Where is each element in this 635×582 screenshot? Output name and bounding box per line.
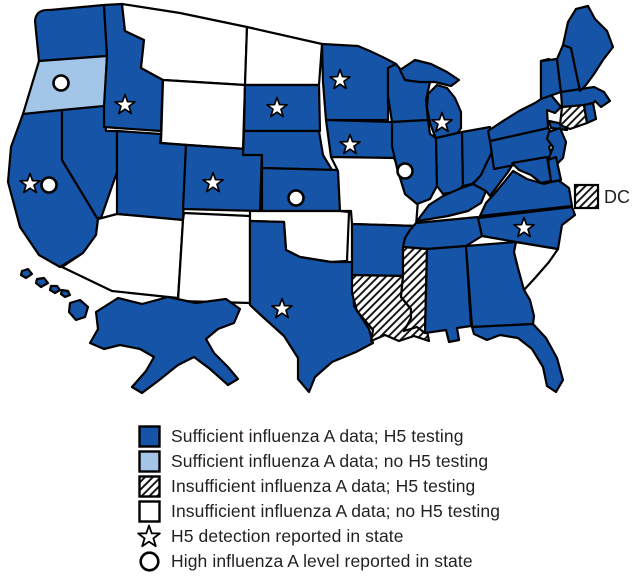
- legend-swatch-dark: [136, 425, 162, 448]
- high-flu-circle-icon-or: [52, 74, 70, 92]
- state-hi: [19, 267, 90, 322]
- legend-item-high-flu-level: High influenza A level reported in state: [136, 549, 635, 574]
- us-map-svg: DC: [6, 2, 630, 395]
- legend-swatch-light: [136, 450, 162, 473]
- legend-label: Insufficient influenza A data; no H5 tes…: [171, 501, 501, 521]
- legend-swatch-white: [136, 500, 162, 523]
- star-icon: [136, 524, 162, 549]
- h5-detection-star-icon-nc: [513, 216, 535, 238]
- state-ia: [324, 118, 400, 160]
- state-tx: [248, 219, 375, 394]
- dc-label: DC: [604, 187, 630, 207]
- state-ak: [88, 295, 242, 395]
- h5-detection-star-icon-id: [114, 93, 136, 115]
- h5-detection-star-icon-mn: [329, 68, 351, 90]
- state-va: [478, 169, 574, 218]
- h5-detection-star-icon-ia: [339, 133, 361, 155]
- state-az: [60, 212, 185, 300]
- h5-detection-star-icon-sd: [266, 96, 288, 118]
- h5-detection-star-icon-ca: [19, 172, 41, 194]
- legend-label: H5 detection reported in state: [171, 526, 404, 546]
- state-ri: [582, 101, 598, 125]
- state-in: [434, 130, 465, 196]
- legend-item-sufficient-h5: Sufficient influenza A data; H5 testing: [136, 424, 635, 449]
- high-flu-circle-icon-ks: [287, 189, 305, 207]
- legend-label: Sufficient influenza A data; H5 testing: [171, 426, 464, 446]
- legend-item-h5-detection: H5 detection reported in state: [136, 524, 635, 549]
- state-ut: [115, 129, 188, 222]
- legend-label: Insufficient influenza A data; H5 testin…: [171, 476, 476, 496]
- map-legend: Sufficient influenza A data; H5 testing S…: [136, 424, 635, 574]
- h5-detection-star-icon-mi: [431, 111, 453, 133]
- legend-item-insufficient-h5: Insufficient influenza A data; H5 testin…: [136, 474, 635, 499]
- state-ct: [558, 103, 589, 131]
- h5-detection-star-icon-tx: [271, 297, 293, 319]
- state-sc: [512, 240, 560, 292]
- state-fl: [470, 322, 565, 394]
- symbols-layer: [19, 68, 535, 319]
- state-al: [423, 244, 473, 344]
- legend-item-insufficient-no-h5: Insufficient influenza A data; no H5 tes…: [136, 499, 635, 524]
- legend-item-sufficient-no-h5: Sufficient influenza A data; no H5 testi…: [136, 449, 635, 474]
- state-il: [390, 118, 439, 206]
- state-wa: [33, 3, 109, 63]
- state-md: [510, 155, 553, 185]
- high-flu-circle-icon-ca: [40, 176, 58, 194]
- state-me: [561, 4, 615, 93]
- state-nd: [243, 25, 324, 87]
- circle-icon: [136, 550, 162, 573]
- dc-callout: DC: [573, 183, 630, 210]
- legend-swatch-hatch: [136, 475, 162, 498]
- legend-label: Sufficient influenza A data; no H5 testi…: [171, 451, 489, 471]
- high-flu-circle-icon-il: [396, 162, 414, 180]
- state-nm: [176, 211, 252, 305]
- state-mn: [320, 42, 398, 122]
- legend-label: High influenza A level reported in state: [171, 551, 473, 571]
- state-wy: [159, 78, 247, 151]
- h5-detection-star-icon-co: [202, 171, 224, 193]
- states-layer: [6, 2, 615, 395]
- dc-swatch: [573, 183, 600, 210]
